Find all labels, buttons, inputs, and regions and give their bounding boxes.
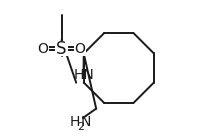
Text: HN: HN [73, 68, 94, 82]
Text: 2: 2 [76, 122, 84, 132]
Text: H: H [69, 115, 80, 129]
Text: S: S [56, 40, 67, 58]
FancyBboxPatch shape [74, 41, 86, 56]
Text: O: O [37, 42, 48, 56]
FancyBboxPatch shape [37, 41, 49, 56]
Text: N: N [81, 115, 91, 129]
Text: O: O [74, 42, 85, 56]
FancyBboxPatch shape [54, 41, 68, 56]
